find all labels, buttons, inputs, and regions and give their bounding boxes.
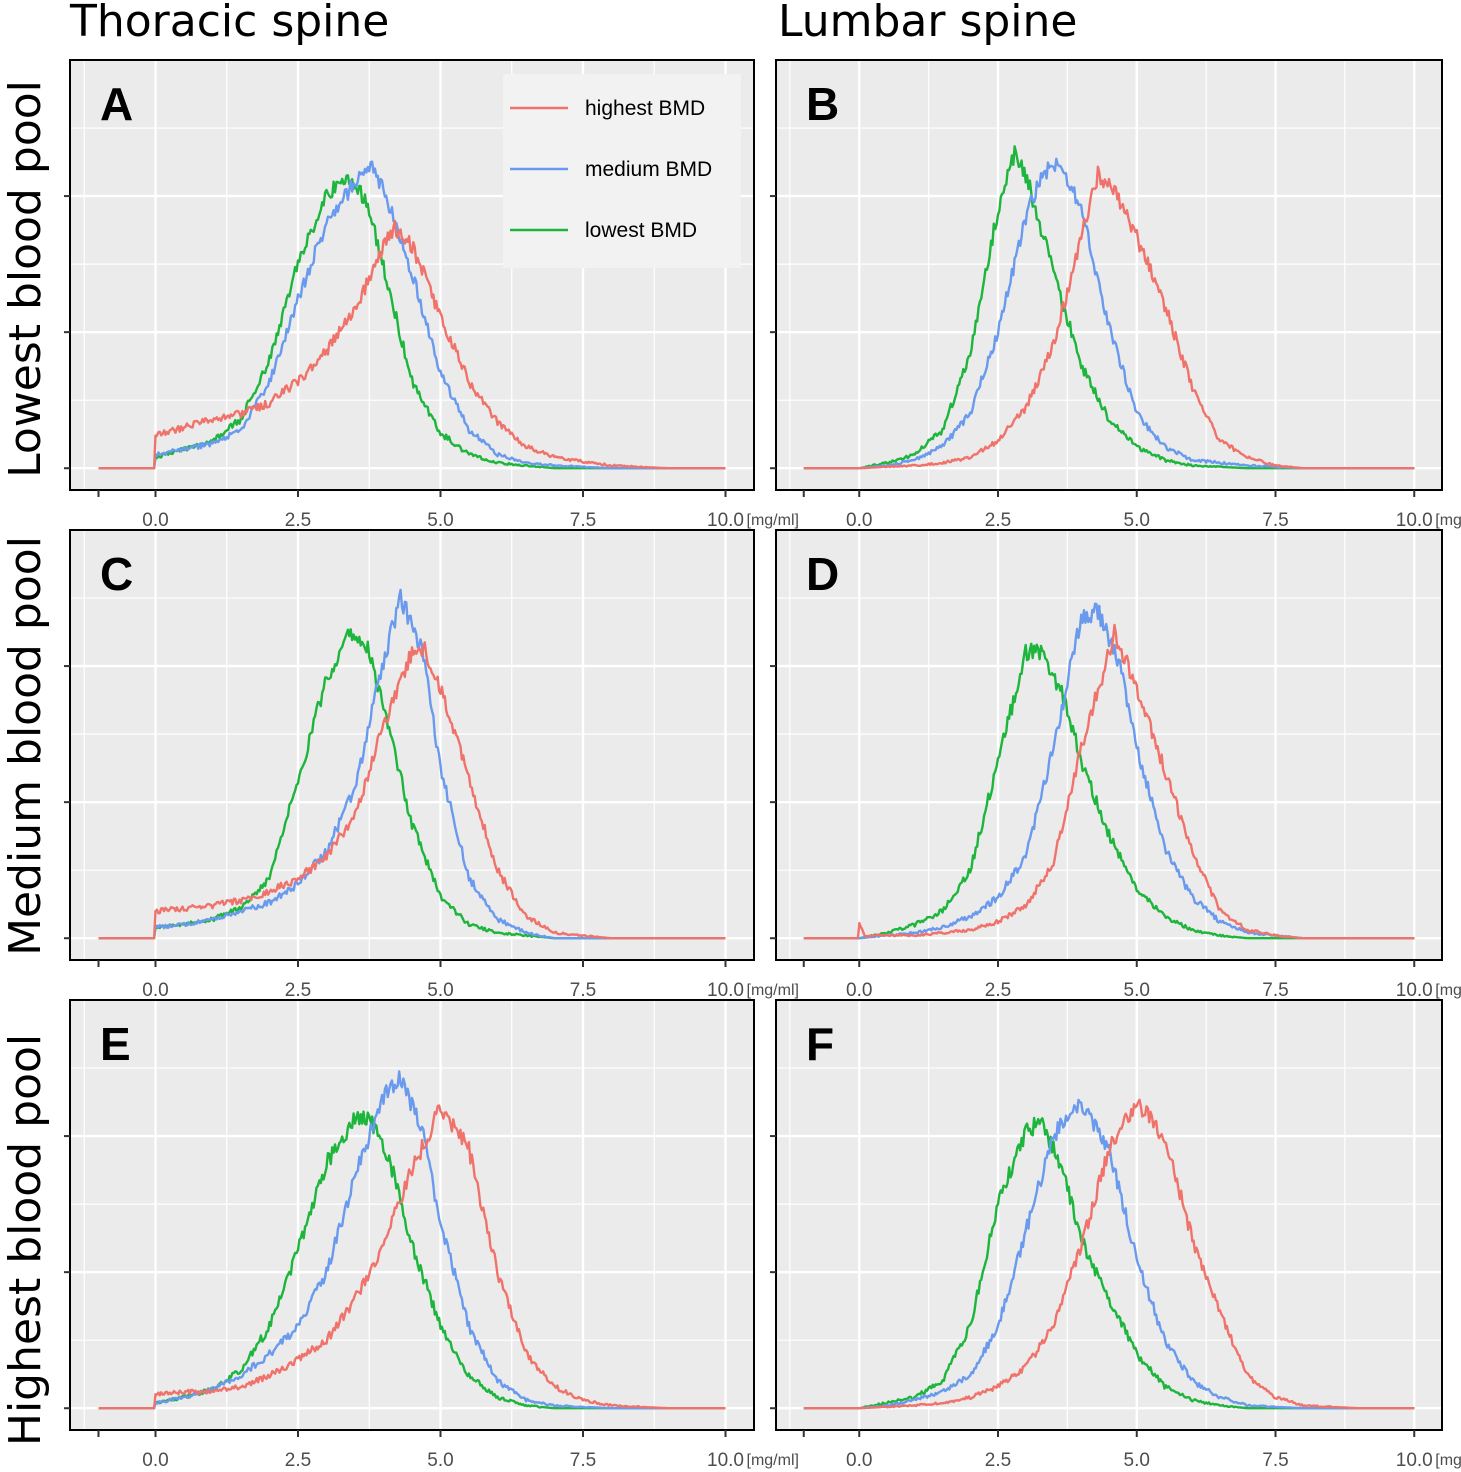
x-tick-label: 10.0 [707, 510, 744, 531]
x-tick-label: 0.0 [846, 980, 872, 1001]
x-unit-label: [mg/ml] [747, 1452, 799, 1469]
row-title-lowest: Lowest blood pool [0, 80, 51, 478]
x-tick-label: 2.5 [285, 980, 311, 1001]
series-line-highest-bmd [98, 219, 726, 470]
x-tick-label: 10.0 [1396, 1450, 1433, 1471]
x-tick-label: 10.0 [1396, 510, 1433, 531]
legend-label: medium BMD [585, 158, 712, 181]
panel-letter: D [806, 548, 839, 600]
x-tick-label: 0.0 [142, 510, 168, 531]
series-line-highest-bmd [803, 165, 1415, 470]
x-tick-label: 7.5 [1262, 980, 1288, 1001]
legend-label: lowest BMD [585, 219, 697, 242]
panel-a: 0.0 2.5 5.0 7.5 10.0 [mg/ml] A highest BMD mediu… [64, 59, 799, 531]
x-tick-label: 7.5 [570, 1450, 596, 1471]
series-line-highest-bmd [98, 641, 726, 940]
panel-d: 0.0 2.5 5.0 7.5 10.0[mg/ml] D [770, 529, 1461, 1001]
x-tick-label: 7.5 [570, 510, 596, 531]
panel-letter: B [806, 78, 839, 130]
x-unit-label: [mg/ml] [747, 512, 799, 529]
legend-box [503, 74, 741, 268]
legend: highest BMD medium BMD lowest BMD [503, 74, 741, 268]
panel-background [776, 1000, 1442, 1430]
x-tick-label: 5.0 [427, 510, 453, 531]
x-tick-label: 2.5 [985, 510, 1011, 531]
panel-border [69, 529, 755, 961]
series-line-highest-bmd [803, 623, 1415, 940]
x-tick-label: 2.5 [285, 510, 311, 531]
x-unit-label: [mg/ml] [1435, 1452, 1461, 1469]
x-tick-label: 0.0 [846, 1450, 872, 1471]
panel-background [776, 530, 1442, 960]
x-tick-label: 10.0 [707, 980, 744, 1001]
series-line-highest-bmd [803, 1098, 1415, 1410]
x-tick-label: 0.0 [846, 510, 872, 531]
column-title-thoracic: Thoracic spine [69, 0, 389, 47]
panel-b: 0.0 2.5 5.0 7.5 10.0[mg/ml] B [770, 59, 1461, 531]
x-unit-label: [mg/ml] [1435, 982, 1461, 999]
panel-border [69, 59, 755, 491]
panel-f: 0.0 2.5 5.0 7.5 10.0[mg/ml] F [770, 999, 1461, 1471]
panel-background [70, 530, 754, 960]
x-tick-label: 5.0 [1124, 510, 1150, 531]
legend-label: highest BMD [585, 97, 705, 120]
panel-border [69, 999, 755, 1431]
x-tick-label: 2.5 [985, 980, 1011, 1001]
x-tick-label: 2.5 [285, 1450, 311, 1471]
x-tick-label: 5.0 [1124, 980, 1150, 1001]
x-unit-label: [mg/ml] [747, 982, 799, 999]
series-line-medium-bmd [98, 160, 726, 470]
panel-letter: A [100, 78, 133, 130]
panel-border [775, 529, 1443, 961]
x-tick-label: 5.0 [427, 1450, 453, 1471]
series-line-highest-bmd [98, 1104, 726, 1410]
panel-border [775, 999, 1443, 1431]
panel-letter: F [806, 1018, 834, 1070]
column-title-lumbar: Lumbar spine [778, 0, 1078, 47]
x-unit-label: [mg/ml] [1435, 512, 1461, 529]
x-tick-label: 0.0 [142, 1450, 168, 1471]
x-tick-label: 5.0 [427, 980, 453, 1001]
x-tick-label: 7.5 [1262, 510, 1288, 531]
x-tick-label: 7.5 [570, 980, 596, 1001]
x-tick-label: 10.0 [707, 1450, 744, 1471]
x-tick-label: 5.0 [1124, 1450, 1150, 1471]
series-line-medium-bmd [803, 1098, 1415, 1410]
panel-e: 0.0 2.5 5.0 7.5 10.0 [mg/ml] E [64, 999, 799, 1471]
panel-background [70, 1000, 754, 1430]
panel-letter: E [100, 1018, 131, 1070]
x-tick-label: 0.0 [142, 980, 168, 1001]
x-tick-label: 10.0 [1396, 980, 1433, 1001]
panel-border [775, 59, 1443, 491]
x-tick-label: 7.5 [1262, 1450, 1288, 1471]
panel-letter: C [100, 548, 133, 600]
panel-c: 0.0 2.5 5.0 7.5 10.0 [mg/ml] C [64, 529, 799, 1001]
row-title-highest: Highest blood pool [0, 1034, 51, 1446]
row-title-medium: Medium blood pool [0, 536, 51, 956]
x-tick-label: 2.5 [985, 1450, 1011, 1471]
panel-background [776, 60, 1442, 490]
